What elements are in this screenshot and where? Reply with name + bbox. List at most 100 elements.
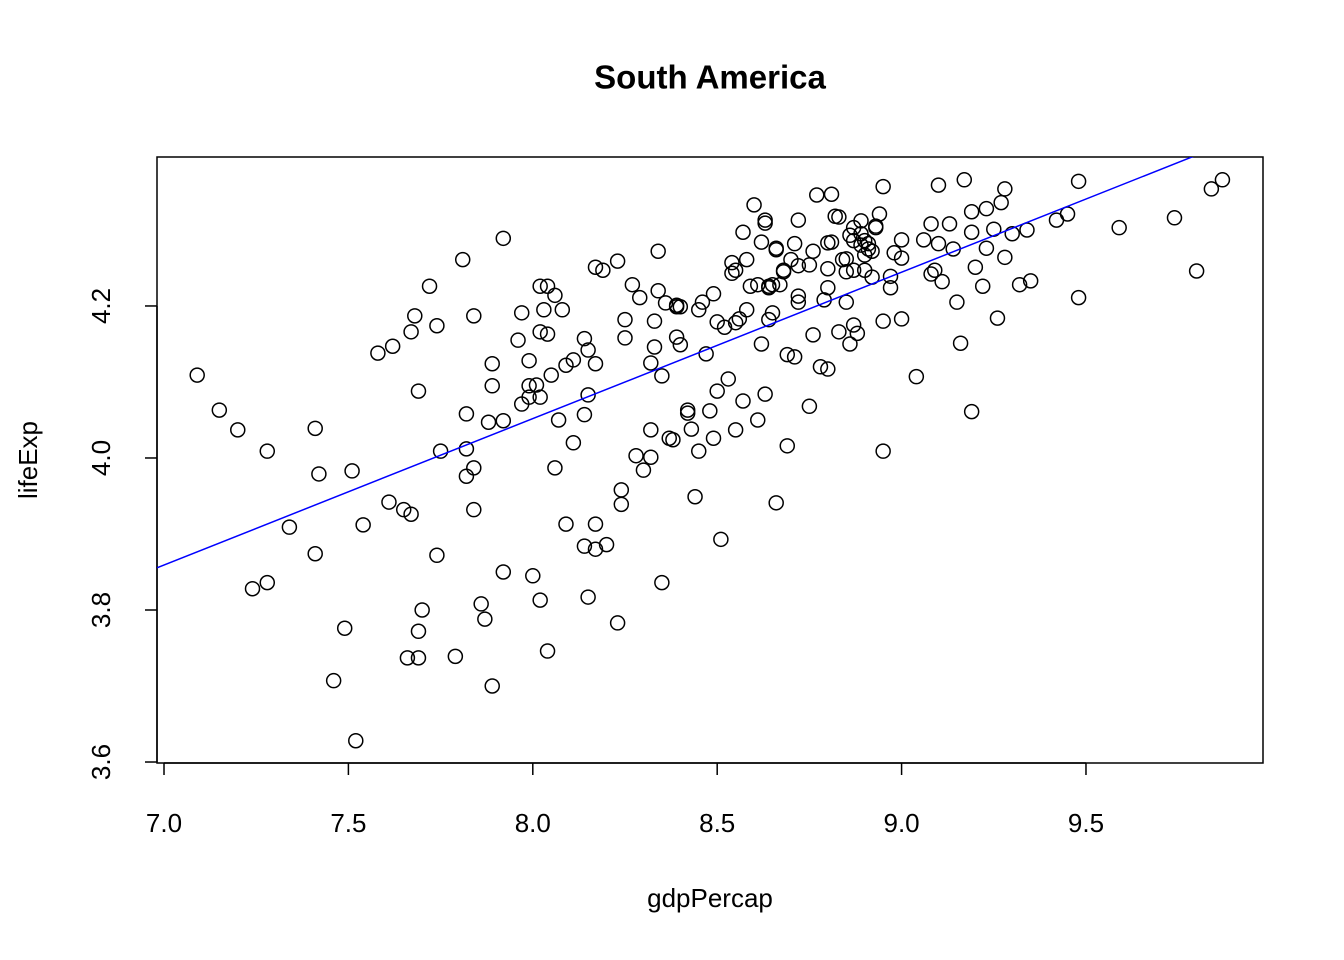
point bbox=[801, 398, 818, 415]
point bbox=[484, 378, 500, 394]
point bbox=[587, 541, 604, 557]
point bbox=[484, 678, 500, 694]
point bbox=[941, 216, 958, 232]
point bbox=[458, 406, 475, 422]
point bbox=[635, 462, 652, 478]
point bbox=[709, 383, 725, 399]
point bbox=[484, 355, 500, 372]
point bbox=[631, 289, 648, 306]
point bbox=[974, 278, 991, 294]
point bbox=[820, 260, 836, 277]
point bbox=[775, 262, 792, 278]
point bbox=[410, 623, 427, 640]
point bbox=[930, 235, 947, 252]
point bbox=[466, 460, 482, 476]
point bbox=[893, 232, 910, 248]
point bbox=[495, 230, 512, 247]
point bbox=[882, 279, 899, 296]
point bbox=[724, 265, 740, 282]
point bbox=[831, 209, 847, 225]
point bbox=[764, 276, 781, 293]
point bbox=[576, 538, 593, 554]
point bbox=[650, 283, 666, 299]
point bbox=[532, 324, 548, 340]
point bbox=[993, 194, 1009, 211]
point bbox=[963, 203, 980, 220]
point bbox=[307, 546, 323, 562]
point bbox=[956, 172, 973, 188]
point bbox=[768, 241, 784, 258]
point bbox=[532, 592, 548, 608]
point bbox=[757, 215, 773, 231]
point bbox=[580, 342, 596, 358]
point bbox=[790, 294, 807, 310]
x-tick-label: 7.5 bbox=[330, 808, 366, 838]
point bbox=[547, 287, 563, 304]
point bbox=[344, 463, 360, 479]
point bbox=[1188, 263, 1205, 279]
point bbox=[539, 326, 556, 342]
point bbox=[646, 313, 663, 329]
point bbox=[414, 602, 430, 618]
plot-frame bbox=[156, 156, 1264, 764]
x-axis-label: gdpPercap bbox=[647, 883, 773, 913]
point bbox=[410, 383, 427, 399]
point bbox=[927, 262, 943, 278]
point bbox=[838, 264, 855, 280]
point bbox=[823, 186, 840, 202]
point bbox=[565, 435, 582, 451]
point bbox=[307, 420, 323, 437]
point bbox=[189, 367, 205, 383]
point bbox=[643, 355, 659, 371]
point bbox=[853, 213, 869, 229]
point bbox=[558, 516, 574, 532]
point bbox=[949, 294, 965, 310]
point bbox=[1070, 289, 1087, 306]
point bbox=[480, 414, 497, 431]
point bbox=[565, 352, 582, 368]
point bbox=[1059, 206, 1076, 222]
point bbox=[838, 251, 855, 267]
point bbox=[532, 278, 548, 294]
point bbox=[628, 447, 644, 464]
point bbox=[477, 611, 493, 627]
point bbox=[384, 338, 401, 355]
point bbox=[1203, 181, 1220, 197]
point bbox=[421, 278, 438, 294]
point bbox=[679, 405, 696, 421]
point bbox=[495, 412, 512, 429]
point bbox=[779, 438, 796, 454]
point bbox=[790, 257, 807, 274]
point bbox=[336, 620, 353, 636]
point bbox=[1214, 172, 1231, 188]
point bbox=[871, 206, 888, 222]
point bbox=[1011, 276, 1028, 293]
point bbox=[576, 330, 593, 347]
point bbox=[429, 547, 445, 564]
point bbox=[532, 389, 548, 405]
point bbox=[805, 243, 821, 259]
point bbox=[458, 468, 475, 484]
point bbox=[882, 268, 899, 285]
point bbox=[923, 216, 939, 232]
point bbox=[790, 288, 807, 304]
point bbox=[757, 212, 773, 228]
point bbox=[698, 346, 714, 362]
point bbox=[967, 259, 984, 275]
point bbox=[613, 496, 630, 513]
point bbox=[395, 501, 412, 518]
point bbox=[510, 332, 526, 348]
point bbox=[915, 232, 932, 248]
point bbox=[764, 305, 781, 321]
point bbox=[724, 254, 740, 271]
point bbox=[521, 389, 537, 405]
point bbox=[978, 200, 995, 217]
point bbox=[617, 330, 633, 346]
point bbox=[668, 298, 685, 315]
point bbox=[650, 243, 666, 259]
point bbox=[550, 412, 567, 428]
point bbox=[1070, 173, 1087, 190]
point bbox=[691, 302, 707, 318]
point bbox=[809, 187, 825, 203]
